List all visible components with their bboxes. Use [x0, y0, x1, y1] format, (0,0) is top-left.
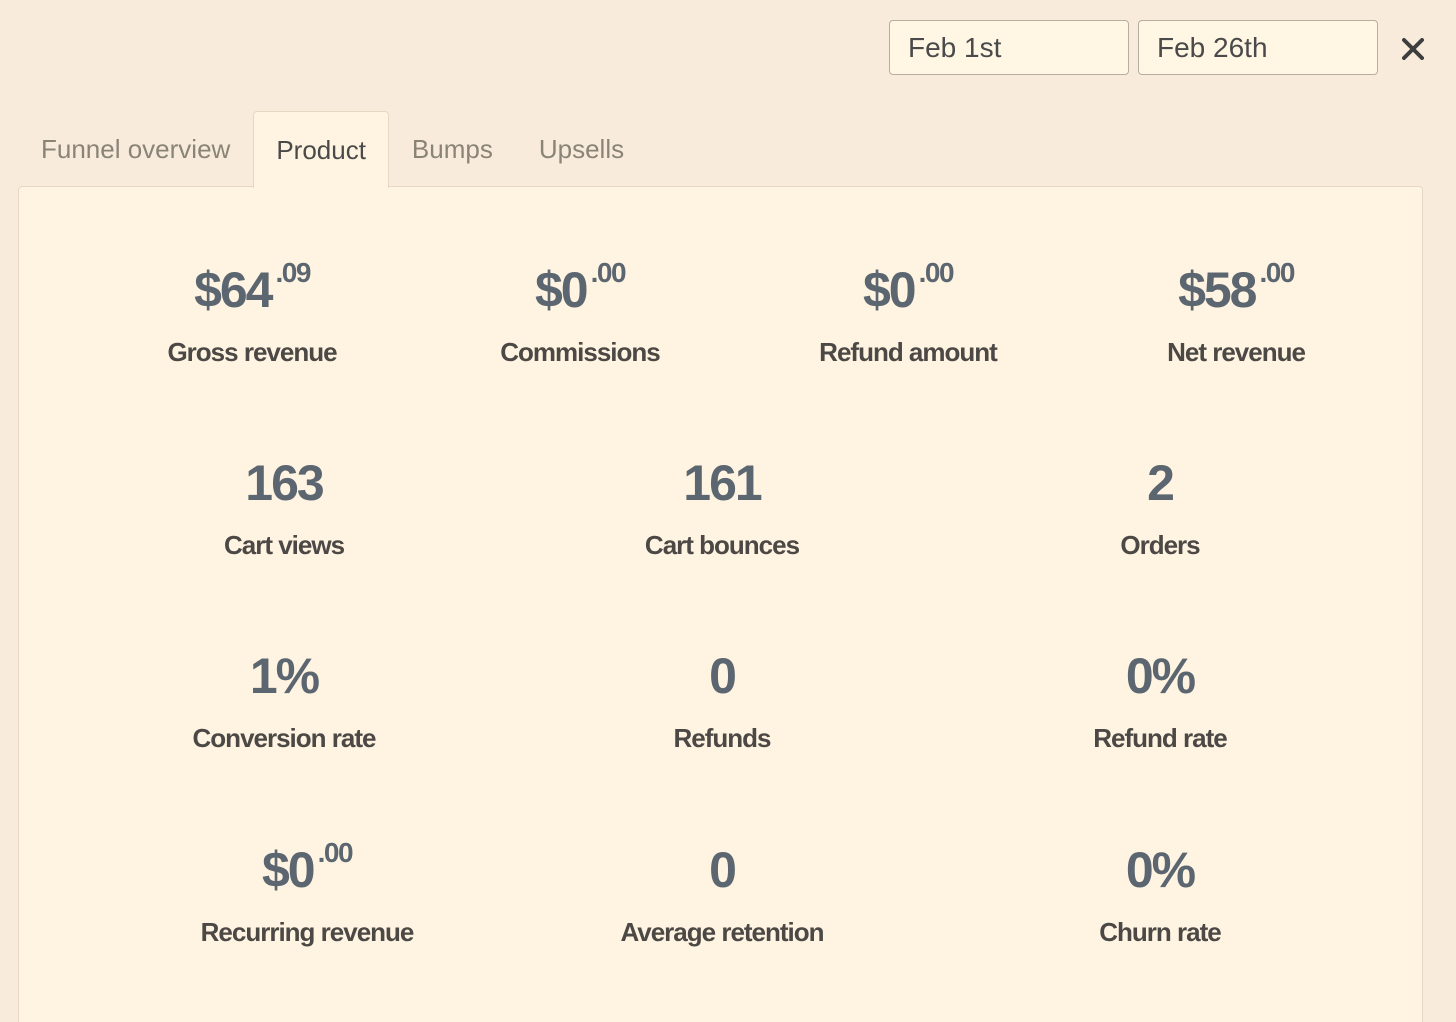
stat-value: 0 — [709, 648, 737, 704]
end-date-input[interactable] — [1138, 20, 1378, 75]
tab-upsells[interactable]: Upsells — [538, 134, 625, 164]
stat-label: Cart views — [223, 530, 345, 560]
stat-label: Cart bounces — [644, 530, 800, 560]
stats-panel: $64.09 Gross revenue $0.00 Commissions $… — [18, 186, 1423, 1022]
stat-refund-rate: 0% Refund rate — [1093, 648, 1227, 754]
stat-label: Average retention — [620, 917, 824, 947]
stat-value: $58.00 — [1178, 257, 1295, 318]
close-button[interactable] — [1394, 28, 1432, 70]
stat-label: Recurring revenue — [200, 917, 415, 947]
stat-gross-revenue: $64.09 Gross revenue — [167, 257, 337, 368]
stat-value: 1% — [249, 648, 320, 704]
stat-value: 163 — [245, 455, 324, 511]
tab-product[interactable]: Product — [253, 111, 389, 188]
close-icon — [1402, 38, 1424, 60]
stat-conversion-rate: 1% Conversion rate — [192, 648, 377, 754]
stat-value: $64.09 — [194, 257, 311, 318]
stat-recurring-revenue: $0.00 Recurring revenue — [200, 837, 415, 948]
stat-value: 0% — [1125, 842, 1196, 898]
tab-bumps[interactable]: Bumps — [411, 134, 493, 164]
stat-value: $0.00 — [862, 257, 955, 318]
stat-refund-amount: $0.00 Refund amount — [819, 257, 998, 368]
stat-label: Orders — [1120, 530, 1200, 560]
stat-refunds: 0 Refunds — [673, 648, 772, 754]
stat-value: $0.00 — [534, 257, 627, 318]
stat-label: Refund amount — [819, 337, 998, 367]
stat-label: Conversion rate — [192, 723, 377, 753]
stat-label: Refunds — [673, 723, 772, 753]
stat-cart-bounces: 161 Cart bounces — [644, 455, 800, 561]
stat-net-revenue: $58.00 Net revenue — [1167, 257, 1306, 368]
stat-label: Churn rate — [1099, 917, 1221, 947]
stat-label: Refund rate — [1093, 723, 1227, 753]
stat-value: 0 — [709, 842, 737, 898]
stat-cart-views: 163 Cart views — [223, 455, 345, 561]
stat-value: 161 — [683, 455, 762, 511]
tab-funnel-overview[interactable]: Funnel overview — [41, 134, 231, 164]
stat-churn-rate: 0% Churn rate — [1099, 842, 1221, 948]
tab-bar: Funnel overview Product Bumps Upsells — [18, 111, 647, 188]
stat-average-retention: 0 Average retention — [620, 842, 824, 948]
stat-value: $0.00 — [261, 837, 354, 898]
stat-label: Net revenue — [1167, 337, 1306, 367]
stat-value: 2 — [1147, 455, 1175, 511]
stat-orders: 2 Orders — [1120, 455, 1200, 561]
stat-label: Commissions — [500, 337, 660, 367]
stat-commissions: $0.00 Commissions — [500, 257, 660, 368]
stat-label: Gross revenue — [167, 337, 337, 367]
stat-value: 0% — [1125, 648, 1196, 704]
start-date-input[interactable] — [889, 20, 1129, 75]
